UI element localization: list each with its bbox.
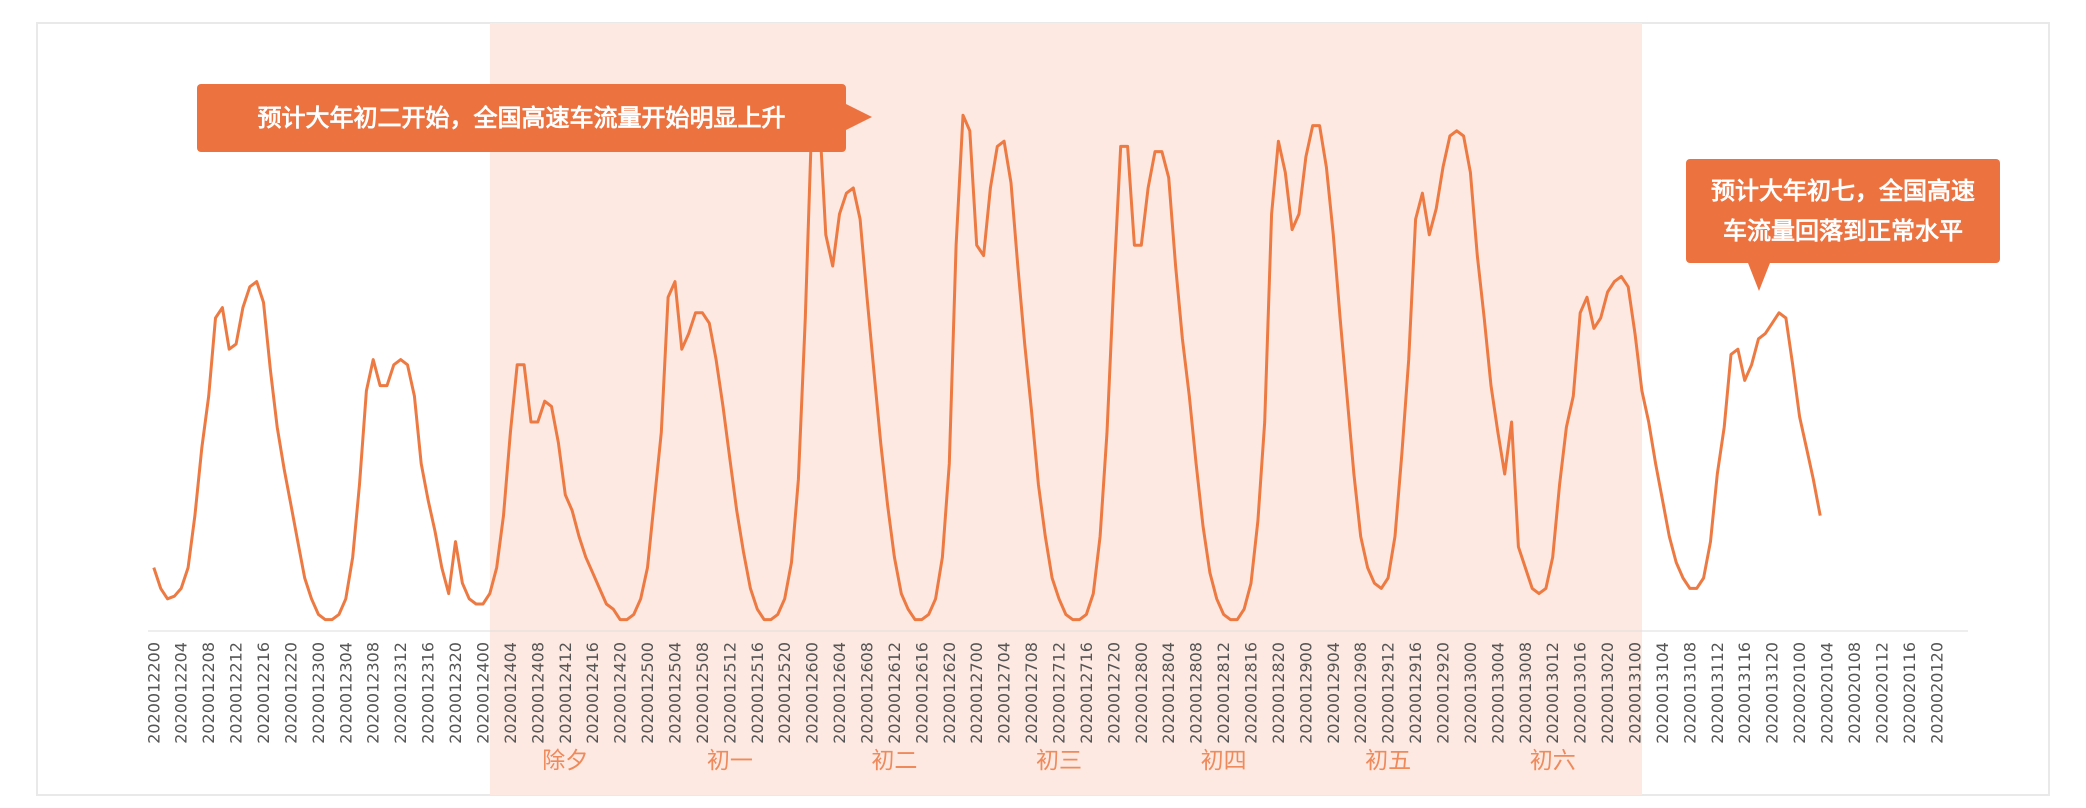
x-tick-label: 2020012820 [1269, 642, 1288, 744]
x-tick-label: 2020012608 [857, 642, 876, 744]
x-tick-label: 2020013112 [1708, 642, 1727, 744]
x-tick-label: 2020012720 [1104, 642, 1123, 744]
x-tick-label: 2020012204 [172, 642, 191, 744]
x-tick-label: 2020012712 [1049, 642, 1068, 744]
x-tick-label: 2020012312 [391, 642, 410, 744]
x-tick-label: 2020012300 [309, 642, 328, 744]
x-axis-ticks: 2020012200 2020012204 2020012208 2020012212… [144, 642, 1946, 744]
x-tick-label: 2020012408 [528, 642, 547, 744]
x-tick-label: 2020012320 [446, 642, 465, 744]
day-label: 初三 [1036, 748, 1082, 774]
x-tick-label: 2020012520 [775, 642, 794, 744]
x-tick-label: 2020013012 [1543, 642, 1562, 744]
day-label: 初五 [1365, 748, 1411, 774]
day-label: 除夕 [542, 748, 588, 774]
day-label: 初六 [1530, 748, 1576, 774]
x-tick-label: 2020012604 [830, 642, 849, 744]
series-line [152, 108, 1822, 622]
x-tick-label: 2020020100 [1790, 642, 1809, 744]
x-tick-label: 2020012616 [912, 642, 931, 744]
x-tick-label: 2020012920 [1434, 642, 1453, 744]
day-labels: 除夕 初一 初二 初三 初四 初五 初六 [542, 748, 1575, 774]
x-tick-label: 2020012816 [1242, 642, 1261, 744]
x-tick-label: 2020012912 [1379, 642, 1398, 744]
x-tick-label: 2020013108 [1680, 642, 1699, 744]
x-tick-label: 2020012208 [199, 642, 218, 744]
x-tick-label: 2020012200 [144, 642, 163, 744]
callout-traffic-normal-line2: 车流量回落到正常水平 [1723, 217, 1963, 245]
x-tick-label: 2020012416 [583, 642, 602, 744]
x-tick-label: 2020020116 [1900, 642, 1919, 744]
x-tick-label: 2020012508 [693, 642, 712, 744]
x-tick-label: 2020012916 [1406, 642, 1425, 744]
callout-traffic-normal: 预计大年初七，全国高速 车流量回落到正常水平 [1686, 159, 2000, 291]
x-tick-label: 2020012420 [611, 642, 630, 744]
x-tick-label: 2020013120 [1763, 642, 1782, 744]
x-tick-label: 2020012900 [1296, 642, 1315, 744]
x-tick-label: 2020013104 [1653, 642, 1672, 744]
callout-traffic-rise: 预计大年初二开始，全国高速车流量开始明显上升 [197, 84, 872, 152]
x-tick-label: 2020012400 [473, 642, 492, 744]
x-tick-label: 2020012504 [665, 642, 684, 744]
x-tick-label: 2020012612 [885, 642, 904, 744]
x-tick-label: 2020012904 [1324, 642, 1343, 744]
x-tick-label: 2020012216 [254, 642, 273, 744]
day-label: 初四 [1201, 748, 1247, 774]
x-tick-label: 2020013000 [1461, 642, 1480, 744]
x-tick-label: 2020012516 [748, 642, 767, 744]
callout-traffic-rise-text: 预计大年初二开始，全国高速车流量开始明显上升 [257, 104, 786, 132]
x-tick-label: 2020012716 [1077, 642, 1096, 744]
callout-pointer [846, 104, 872, 130]
x-tick-label: 2020012804 [1159, 642, 1178, 744]
x-tick-label: 2020012512 [720, 642, 739, 744]
x-tick-label: 2020012600 [803, 642, 822, 744]
x-tick-label: 2020020104 [1818, 642, 1837, 744]
x-tick-label: 2020013008 [1516, 642, 1535, 744]
callout-pointer [1748, 263, 1770, 291]
x-tick-label: 2020012812 [1214, 642, 1233, 744]
x-tick-label: 2020013116 [1735, 642, 1754, 744]
x-tick-label: 2020013100 [1626, 642, 1645, 744]
x-tick-label: 2020012620 [940, 642, 959, 744]
x-tick-label: 2020012808 [1187, 642, 1206, 744]
x-tick-label: 2020012308 [364, 642, 383, 744]
x-tick-label: 2020012316 [419, 642, 438, 744]
x-tick-label: 2020013020 [1598, 642, 1617, 744]
x-tick-label: 2020012708 [1022, 642, 1041, 744]
x-tick-label: 2020012220 [281, 642, 300, 744]
callout-traffic-normal-line1: 预计大年初七，全国高速 [1711, 177, 1975, 205]
x-tick-label: 2020020112 [1872, 642, 1891, 744]
x-tick-label: 2020012704 [995, 642, 1014, 744]
x-tick-label: 2020020120 [1927, 642, 1946, 744]
x-tick-label: 2020012700 [967, 642, 986, 744]
x-tick-label: 2020012908 [1351, 642, 1370, 744]
x-tick-label: 2020013004 [1488, 642, 1507, 744]
x-tick-label: 2020020108 [1845, 642, 1864, 744]
x-tick-label: 2020012412 [556, 642, 575, 744]
x-tick-label: 2020012304 [336, 642, 355, 744]
traffic-series [152, 108, 1822, 622]
x-tick-label: 2020013016 [1571, 642, 1590, 744]
x-tick-label: 2020012800 [1132, 642, 1151, 744]
day-label: 初二 [871, 748, 917, 774]
day-label: 初一 [707, 748, 753, 774]
x-tick-label: 2020012212 [227, 642, 246, 744]
x-tick-label: 2020012404 [501, 642, 520, 744]
x-tick-label: 2020012500 [638, 642, 657, 744]
